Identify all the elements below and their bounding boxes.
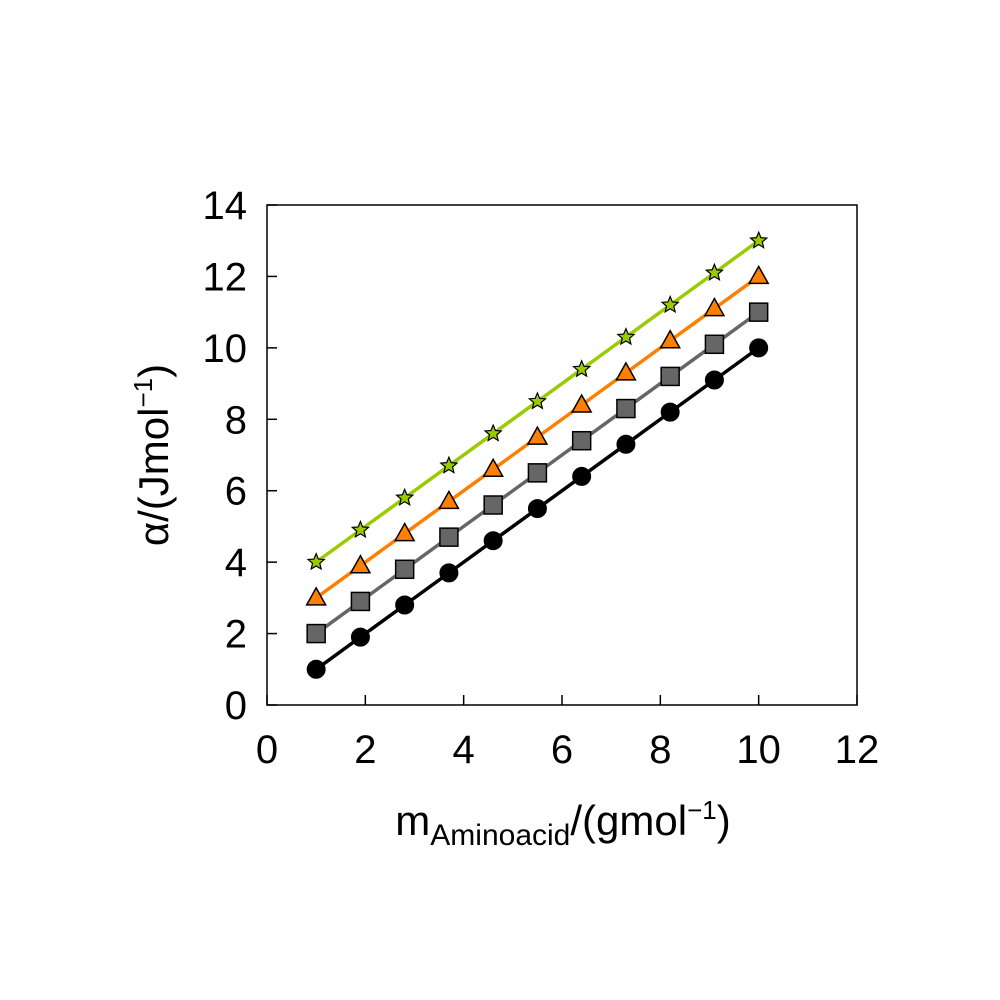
x-tick-label: 12 xyxy=(835,728,880,772)
x-axis-label-sup: −1 xyxy=(687,795,717,825)
data-point-star xyxy=(439,455,459,474)
data-point-star xyxy=(395,487,415,507)
x-tick-label: 6 xyxy=(551,728,573,772)
data-point-circle xyxy=(572,466,592,486)
data-point-star xyxy=(306,552,326,571)
data-point-circle xyxy=(749,338,769,358)
y-tick-label: 14 xyxy=(203,184,248,228)
data-point-star xyxy=(572,359,592,378)
data-point-square xyxy=(571,430,592,451)
x-tick-label: 0 xyxy=(256,728,278,772)
data-point-triangle xyxy=(349,554,372,574)
data-point-square xyxy=(483,495,503,515)
x-tick-label: 8 xyxy=(649,728,671,772)
x-tick-label: 2 xyxy=(354,728,376,772)
data-point-circle xyxy=(616,434,636,454)
data-point-triangle xyxy=(615,361,637,381)
data-point-triangle xyxy=(659,329,681,349)
data-point-circle xyxy=(660,402,680,422)
data-point-star xyxy=(749,230,769,249)
data-point-circle xyxy=(704,370,724,390)
data-point-triangle xyxy=(305,586,327,606)
data-point-star xyxy=(527,391,547,410)
data-point-circle xyxy=(439,563,459,583)
x-axis-label-rest: /(gmol xyxy=(570,797,687,844)
data-point-square xyxy=(439,527,459,547)
data-point-star xyxy=(660,294,680,314)
y-axis-label-sup: −1 xyxy=(128,378,158,408)
data-point-square xyxy=(704,334,725,355)
y-axis-label: α/(Jmol−1) xyxy=(128,364,177,546)
data-point-circle xyxy=(395,595,415,615)
data-point-square xyxy=(748,302,769,322)
data-point-circle xyxy=(306,659,326,679)
series-layer xyxy=(305,230,770,679)
data-point-square xyxy=(660,366,680,387)
data-point-star xyxy=(616,327,636,346)
y-tick-label: 2 xyxy=(225,613,247,657)
data-point-square xyxy=(306,623,326,644)
y-tick-label: 10 xyxy=(203,327,248,371)
y-tick-label: 12 xyxy=(203,255,248,299)
y-axis-label-main: α/(Jmol xyxy=(130,408,177,547)
x-tick-label: 10 xyxy=(736,728,781,772)
series-triangle xyxy=(305,264,770,606)
data-point-triangle xyxy=(482,457,504,478)
data-point-square xyxy=(616,398,636,419)
data-point-square xyxy=(527,463,548,483)
data-point-square xyxy=(350,591,371,612)
x-axis-label: mAminoacid/(gmol−1) xyxy=(395,795,730,852)
series-star xyxy=(306,230,769,571)
data-point-triangle xyxy=(526,425,549,445)
data-point-star xyxy=(704,262,724,282)
data-point-circle xyxy=(350,627,370,647)
x-tick-label: 4 xyxy=(453,728,475,772)
y-tick-label: 6 xyxy=(225,470,247,514)
data-point-triangle xyxy=(393,522,416,542)
data-point-triangle xyxy=(747,264,770,285)
data-point-circle xyxy=(483,531,503,551)
tick-layer: 0 2 4 6 8 10 12 0 2 4 6 8 10 12 14 xyxy=(203,184,880,772)
data-point-square xyxy=(394,559,415,580)
data-point-star xyxy=(483,423,503,442)
data-point-circle xyxy=(527,499,547,519)
y-tick-label: 0 xyxy=(225,684,247,728)
series-circle xyxy=(306,338,769,679)
data-point-star xyxy=(350,519,371,539)
data-point-triangle xyxy=(570,393,593,413)
y-axis-label-end: ) xyxy=(130,364,177,378)
data-point-triangle xyxy=(438,489,460,510)
x-axis-label-sub: Aminoacid xyxy=(430,819,570,852)
x-axis-label-end: ) xyxy=(717,797,731,844)
x-axis-label-main: m xyxy=(395,797,430,844)
y-tick-label: 8 xyxy=(225,398,247,442)
series-square xyxy=(306,302,769,644)
y-tick-label: 4 xyxy=(225,541,247,585)
data-point-triangle xyxy=(703,297,726,317)
